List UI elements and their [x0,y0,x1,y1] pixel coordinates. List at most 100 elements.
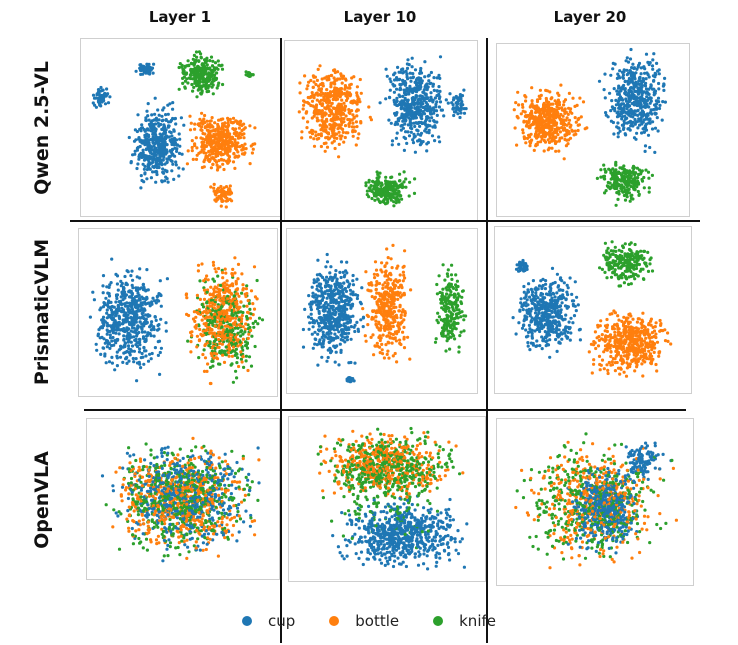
point-bottle [212,294,216,298]
point-cup [140,66,144,70]
point-bottle [329,85,333,89]
point-cup [124,282,128,286]
point-bottle [322,98,326,102]
point-cup [653,126,658,130]
point-cup [140,123,144,127]
point-bottle [545,122,549,126]
point-cup [623,87,627,91]
point-bottle [340,116,344,121]
point-cup [624,59,628,63]
point-cup [423,60,427,64]
point-cup [152,334,156,338]
point-bottle [219,184,223,189]
point-knife [198,80,202,85]
point-bottle [531,114,535,118]
point-cup [398,77,402,81]
point-bottle [333,70,337,75]
point-cup [408,111,412,115]
point-bottle [190,139,194,143]
point-bottle [524,99,528,103]
point-knife [225,301,229,305]
point-knife [205,301,209,305]
point-cup [624,97,628,101]
point-bottle [218,330,222,334]
point-bottle [214,160,219,164]
point-cup [430,116,434,120]
point-cup [385,74,389,78]
point-bottle [548,90,552,94]
point-bottle [239,350,243,354]
point-cup [621,85,625,89]
point-cup [174,160,178,164]
point-knife [211,83,215,87]
point-cup [645,112,650,116]
point-bottle [230,354,234,358]
point-cup [392,98,396,102]
point-knife [631,184,635,189]
point-bottle [202,165,206,169]
point-knife [453,337,457,341]
point-knife [245,284,249,288]
point-cup [609,109,613,113]
point-cup [422,88,426,92]
point-bottle [212,356,216,360]
point-cup [429,91,433,95]
point-cup [130,291,134,296]
point-cup [438,100,443,104]
point-cup [411,138,415,142]
point-cup [115,350,119,354]
point-knife [224,353,228,357]
point-cup [147,154,151,158]
point-cup [384,67,388,71]
point-cup [140,178,144,183]
point-cup [143,339,147,344]
point-knife [364,184,368,188]
point-cup [133,152,137,156]
point-cup [154,180,158,184]
point-cup [115,322,119,326]
point-cup [139,174,143,178]
point-knife [216,59,220,63]
point-knife [235,361,239,365]
point-bottle [201,329,205,333]
point-cup [615,111,619,115]
point-bottle [223,281,227,285]
point-cup [433,139,437,143]
point-cup [644,128,649,132]
point-knife [183,65,187,69]
point-cup [101,284,105,288]
point-bottle [233,322,237,326]
point-cup [407,88,411,92]
point-cup [615,76,619,80]
point-cup [390,143,394,147]
point-cup [455,104,459,108]
point-bottle [226,297,230,301]
point-knife [209,55,214,59]
point-cup [135,299,139,303]
point-cup [131,302,135,306]
point-bottle [568,136,573,140]
point-cup [148,70,152,74]
point-knife [627,173,632,177]
point-cup [415,94,419,98]
point-cup [180,152,184,156]
point-knife [196,88,200,92]
point-bottle [230,199,234,203]
point-bottle [536,140,540,144]
point-cup [129,160,133,164]
point-cup [651,67,655,71]
point-cup [145,109,149,113]
point-bottle [203,158,207,162]
point-bottle [553,141,558,146]
point-bottle [550,126,554,130]
scatter-panel-prismaticvlm-layer-1 [78,228,278,397]
point-cup [150,145,154,149]
point-cup [166,103,170,107]
point-cup [95,348,99,352]
point-cup [117,332,121,336]
point-knife [198,279,202,283]
point-knife [219,283,223,287]
point-cup [136,162,140,166]
point-bottle [547,110,551,114]
point-bottle [542,132,546,136]
